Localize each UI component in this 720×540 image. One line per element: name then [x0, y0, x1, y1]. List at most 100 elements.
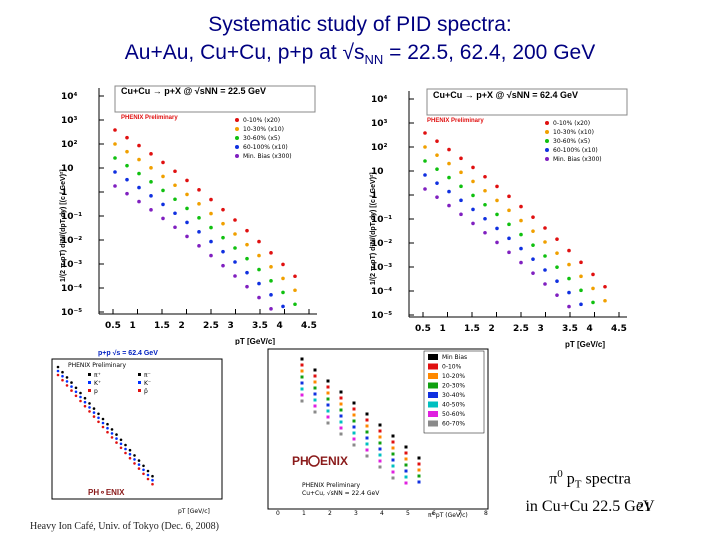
chart3-xlabel: pT [GeV/c]	[178, 508, 210, 515]
data-point	[209, 239, 213, 244]
data-point	[417, 468, 421, 472]
data-point	[423, 187, 427, 191]
data-point	[326, 379, 330, 383]
plot-panel-pi0-cucu: Min Bias 0-10% 10-20% 20-30% 30-40% 40-50% 50-…	[232, 345, 494, 520]
x-tick-label: 4.5	[301, 321, 317, 331]
x-tick-label: 1	[130, 321, 136, 331]
data-point	[531, 271, 535, 275]
data-point	[543, 226, 547, 230]
y-tick-label: 1	[371, 191, 377, 201]
caption-line1: π0 pT spectra	[549, 468, 631, 491]
data-point	[137, 467, 141, 470]
y-tick-label: 10⁻²	[61, 236, 82, 246]
x-tick-label: 6	[432, 510, 436, 517]
y-tick-label: 10⁴	[371, 95, 388, 105]
legend-entry: K⁻	[144, 380, 151, 387]
data-point	[245, 242, 249, 247]
chart-pp-62gev: p+p √s = 62.4 GeV PHENIX Preliminary π⁺ π…	[28, 345, 228, 517]
data-point	[391, 458, 395, 462]
data-point	[519, 218, 523, 223]
data-point	[435, 195, 439, 199]
data-point	[245, 228, 249, 233]
chart3-annotation: PHENIX Preliminary	[68, 362, 127, 369]
x-tick-label: 3	[354, 510, 358, 517]
legend-entry: 30-60% (x5)	[243, 135, 280, 142]
legend-marker	[545, 157, 549, 161]
chart3-title: p+p √s = 62.4 GeV	[98, 349, 158, 357]
data-point	[391, 452, 395, 456]
data-point	[185, 178, 189, 183]
data-point	[543, 268, 547, 272]
data-point	[603, 284, 607, 289]
data-point	[555, 293, 559, 297]
svg-text:PH⚬ENIX: PH⚬ENIX	[88, 488, 125, 497]
data-point	[149, 194, 153, 198]
legend-marker	[428, 363, 438, 370]
data-point	[313, 368, 317, 372]
data-point	[124, 451, 127, 455]
data-point	[149, 208, 153, 212]
data-point	[404, 481, 408, 485]
legend-marker	[545, 130, 549, 134]
legend-entry: K⁺	[94, 380, 101, 387]
chart4-subtitle: Cu+Cu, √sNN = 22.4 GeV	[302, 490, 380, 497]
data-point	[543, 254, 547, 258]
data-point	[257, 239, 261, 244]
data-point	[269, 265, 273, 269]
data-point	[339, 402, 343, 406]
pi0-caption: π0 pT spectra in Cu+Cu 22.5 GeV	[470, 463, 710, 518]
y-tick-label: 10³	[371, 119, 388, 129]
data-point	[567, 304, 571, 309]
data-point	[313, 392, 317, 396]
chart2-legend: 0-10% (x20) 10-30% (x10) 30-60% (x5) 60-100…	[545, 120, 602, 163]
data-point	[300, 387, 304, 391]
data-point	[507, 208, 511, 213]
data-point	[531, 229, 535, 233]
chart4-xlabel: π⁰ pT (GeV/c)	[428, 512, 468, 519]
y-tick-label: 10²	[61, 140, 78, 150]
data-point	[483, 230, 487, 235]
data-point	[459, 156, 463, 161]
data-point	[65, 380, 69, 383]
data-point	[197, 244, 201, 248]
data-point	[404, 451, 408, 455]
data-point	[404, 475, 408, 479]
y-tick-label: 10⁻²	[371, 239, 392, 249]
chart1-legend: 0-10% (x20) 10-30% (x10) 30-60% (x5) 60-100…	[235, 117, 292, 160]
data-point	[391, 434, 395, 438]
data-point	[56, 365, 60, 369]
phenix-logo-small: PH⚬ENIX	[88, 488, 125, 497]
data-point	[110, 428, 114, 431]
data-point	[555, 251, 559, 255]
data-point	[471, 193, 475, 198]
phenix-logo: PH ENIX	[292, 454, 348, 468]
legend-entry: 0-10% (x20)	[553, 120, 590, 127]
data-point	[483, 174, 487, 179]
data-point	[459, 198, 463, 203]
data-point	[161, 216, 165, 221]
data-point	[146, 477, 150, 481]
data-point	[404, 445, 408, 449]
data-point	[404, 469, 408, 473]
data-point	[352, 425, 356, 429]
legend-entry: 10-30% (x10)	[243, 126, 284, 133]
data-point	[459, 212, 463, 217]
legend-entry: 30-40%	[442, 392, 465, 399]
data-point	[137, 463, 141, 466]
legend-marker	[235, 154, 239, 158]
data-point	[185, 206, 189, 211]
data-point	[173, 169, 177, 174]
data-point	[173, 183, 177, 188]
data-point	[471, 179, 475, 184]
data-point	[495, 198, 499, 203]
data-point	[543, 240, 547, 244]
data-point	[79, 395, 82, 399]
data-point	[378, 423, 382, 427]
plot-panel-pp-62gev: p+p √s = 62.4 GeV PHENIX Preliminary π⁺ π…	[28, 345, 228, 517]
data-point	[293, 302, 297, 307]
data-point	[146, 469, 150, 473]
data-point	[74, 394, 78, 398]
data-point	[70, 385, 73, 388]
data-point	[365, 430, 369, 434]
data-point	[326, 397, 330, 401]
